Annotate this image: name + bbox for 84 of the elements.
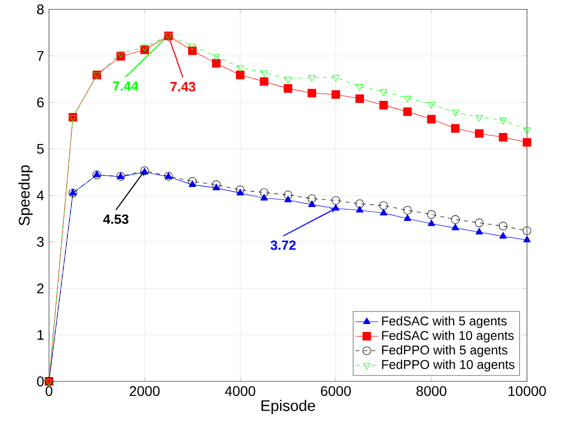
annotation: 4.53 [103,214,128,224]
point [236,70,244,80]
point [332,196,340,205]
point [284,190,292,199]
point [427,114,436,124]
point [475,228,483,234]
y-tick-label: 2 [37,283,44,294]
point [428,219,436,226]
point [523,236,531,242]
x-tick-label: 10000 [508,386,546,396]
point [380,89,388,96]
point [212,54,220,60]
point [522,138,532,146]
point [188,44,196,50]
y-tick-label: 5 [37,144,44,154]
point [523,127,531,134]
point [474,129,484,138]
x-axis-title: Episode [262,400,316,414]
point [427,210,436,219]
point [260,188,268,197]
y-tick-label: 1 [38,330,44,340]
point [498,222,508,230]
point [332,90,340,99]
point [475,114,483,122]
point [499,232,507,238]
point [403,206,412,214]
x-tick-label: 4000 [224,386,256,396]
point [356,84,364,91]
point [428,102,436,108]
point [188,46,197,55]
point [188,176,197,186]
x-tick-label: 2000 [130,386,160,396]
y-tick-label: 6 [37,97,44,108]
point [284,196,292,202]
y-tick-label: 7 [37,50,44,61]
point [308,74,316,82]
point [379,100,388,110]
point [499,118,507,124]
point [474,218,484,227]
annotation: 3.72 [270,240,296,250]
point [308,88,316,98]
point [332,204,340,210]
point [452,223,460,230]
x-tick-label: 0 [46,386,52,396]
point [260,70,268,77]
point [140,44,148,52]
point [308,200,316,207]
point [404,214,412,221]
point [212,58,221,68]
point [403,107,412,116]
point [355,199,364,208]
y-tick-label: 8 [37,4,44,14]
point [308,194,316,203]
point [212,180,221,189]
legend-label: FedPPO with 10 agents [382,359,514,372]
y-tick-label: 4 [36,190,44,200]
point [452,110,460,116]
point [356,206,364,212]
legend-label: FedSAC with 10 agents [382,330,514,342]
y-axis-title: Speedup [18,165,33,226]
x-tick-label: 6000 [320,386,351,396]
annotation: 7.44 [113,81,138,90]
point [116,51,124,58]
point [451,124,460,133]
y-tick-label: 0 [37,376,44,386]
point [404,96,412,102]
point [379,201,388,210]
point [236,65,244,72]
point [332,74,340,82]
point [260,77,268,86]
legend-label: FedSAC with 5 agents [382,316,507,328]
x-tick-label: 8000 [416,386,446,396]
point [522,226,532,235]
point [92,170,102,180]
point [498,132,508,142]
point [451,215,460,224]
point [284,76,292,84]
point [380,208,388,216]
annotation: 7.43 [170,82,196,92]
legend-label: FedPPO with 5 agents [382,344,508,357]
y-tick-label: 3 [37,236,44,247]
point [236,185,244,194]
point [284,84,292,93]
point [355,94,364,103]
